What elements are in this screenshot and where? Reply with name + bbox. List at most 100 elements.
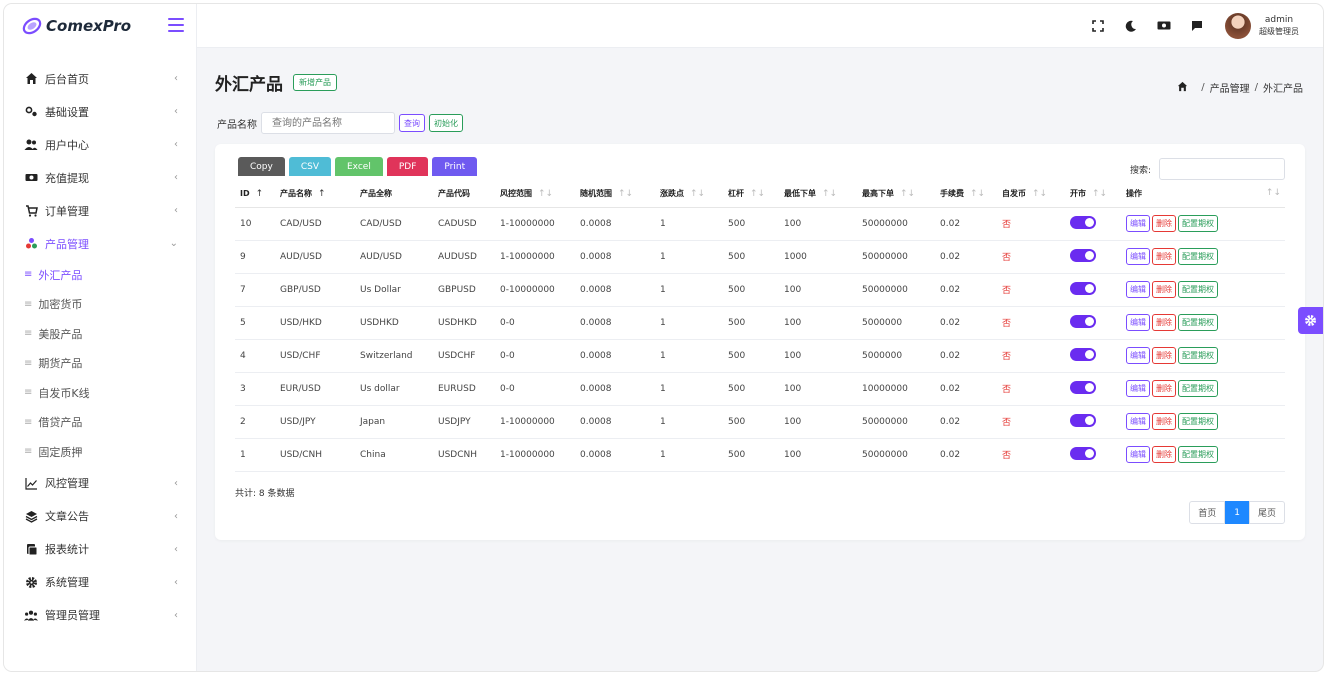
- delete-button[interactable]: 删除: [1152, 281, 1176, 298]
- edit-button[interactable]: 编辑: [1126, 281, 1150, 298]
- export-print-button[interactable]: Print: [432, 157, 478, 176]
- column-header[interactable]: 杠杆 ↑↓: [723, 181, 779, 208]
- edit-button[interactable]: 编辑: [1126, 413, 1150, 430]
- edit-button[interactable]: 编辑: [1126, 314, 1150, 331]
- sidebar-item-users[interactable]: 用户中心 ‹: [4, 128, 196, 161]
- wallet-icon[interactable]: [1150, 16, 1178, 36]
- column-header[interactable]: 最低下单 ↑↓: [779, 181, 857, 208]
- column-header[interactable]: 产品代码: [433, 181, 495, 208]
- delete-button[interactable]: 删除: [1152, 413, 1176, 430]
- market-open-toggle[interactable]: [1070, 248, 1096, 262]
- submenu-item-us-stocks[interactable]: ≡ 美股产品: [4, 319, 196, 349]
- submenu-item-crypto[interactable]: ≡ 加密货币: [4, 290, 196, 320]
- settings-gear-button[interactable]: [1298, 307, 1323, 334]
- edit-button[interactable]: 编辑: [1126, 347, 1150, 364]
- export-copy-button[interactable]: Copy: [238, 157, 285, 176]
- configure-options-button[interactable]: 配置期权: [1178, 347, 1218, 364]
- column-header[interactable]: 风控范围 ↑↓: [495, 181, 575, 208]
- configure-options-button[interactable]: 配置期权: [1178, 413, 1218, 430]
- table-cell: 否: [997, 405, 1065, 439]
- export-csv-button[interactable]: CSV: [288, 157, 331, 176]
- delete-button[interactable]: 删除: [1152, 314, 1176, 331]
- sidebar-item-reports[interactable]: 报表统计 ‹: [4, 533, 196, 566]
- column-header-label: 风控范围: [500, 189, 532, 199]
- market-open-toggle[interactable]: [1070, 347, 1096, 361]
- market-open-toggle[interactable]: [1070, 446, 1096, 460]
- delete-button[interactable]: 删除: [1152, 380, 1176, 397]
- configure-options-button[interactable]: 配置期权: [1178, 380, 1218, 397]
- delete-button[interactable]: 删除: [1152, 215, 1176, 232]
- submenu-item-futures[interactable]: ≡ 期货产品: [4, 349, 196, 379]
- column-header[interactable]: 自发币 ↑↓: [997, 181, 1065, 208]
- sidebar-item-basic-settings[interactable]: 基础设置 ‹: [4, 95, 196, 128]
- submenu-item-label: 美股产品: [38, 327, 83, 341]
- admin-name: admin: [1264, 14, 1294, 25]
- table-search: 搜索:: [1130, 158, 1285, 180]
- sidebar-item-risk-control[interactable]: 风控管理 ‹: [4, 467, 196, 500]
- table-search-input[interactable]: [1159, 158, 1285, 180]
- export-pdf-button[interactable]: PDF: [386, 157, 429, 176]
- column-header[interactable]: 随机范围 ↑↓: [575, 181, 655, 208]
- submenu-item-forex[interactable]: ≡ 外汇产品: [4, 260, 196, 290]
- configure-options-button[interactable]: 配置期权: [1178, 281, 1218, 298]
- reset-button[interactable]: 初始化: [429, 114, 463, 132]
- delete-button[interactable]: 删除: [1152, 347, 1176, 364]
- moon-icon[interactable]: [1117, 16, 1145, 36]
- topbar: admin 超级管理员: [197, 4, 1323, 48]
- list-icon: ≡: [24, 446, 33, 458]
- first-page-button[interactable]: 首页: [1189, 501, 1226, 524]
- sidebar-item-dashboard[interactable]: 后台首页 ‹: [4, 62, 196, 95]
- edit-button[interactable]: 编辑: [1126, 248, 1150, 265]
- avatar[interactable]: [1225, 12, 1251, 39]
- page-1-button[interactable]: 1: [1225, 501, 1249, 524]
- sidebar-item-system[interactable]: 系统管理 ‹: [4, 566, 196, 599]
- query-button[interactable]: 查询: [399, 114, 425, 132]
- breadcrumb-item[interactable]: 产品管理: [1209, 84, 1250, 95]
- delete-button[interactable]: 删除: [1152, 446, 1176, 463]
- list-icon: ≡: [24, 328, 33, 340]
- column-header[interactable]: 涨跌点 ↑↓: [655, 181, 723, 208]
- add-product-button[interactable]: 新增产品: [293, 74, 337, 91]
- fullscreen-icon[interactable]: [1084, 16, 1112, 36]
- admin-info[interactable]: admin 超级管理员: [1259, 14, 1299, 38]
- market-open-toggle[interactable]: [1070, 281, 1096, 295]
- configure-options-button[interactable]: 配置期权: [1178, 215, 1218, 232]
- configure-options-button[interactable]: 配置期权: [1178, 248, 1218, 265]
- submenu-item-lending[interactable]: ≡ 借贷产品: [4, 408, 196, 438]
- sidebar-item-admins[interactable]: 管理员管理 ‹: [4, 599, 196, 632]
- product-name-search-input[interactable]: [261, 112, 395, 134]
- submenu-item-fixed-staking[interactable]: ≡ 固定质押: [4, 437, 196, 467]
- submenu-item-custom-coin-kline[interactable]: ≡ 自发币K线: [4, 378, 196, 408]
- table-cell: USDCNH: [433, 438, 495, 472]
- market-open-toggle[interactable]: [1070, 380, 1096, 394]
- table-cell: [1065, 405, 1121, 439]
- message-icon[interactable]: [1183, 16, 1211, 36]
- configure-options-button[interactable]: 配置期权: [1178, 446, 1218, 463]
- delete-button[interactable]: 删除: [1152, 248, 1176, 265]
- last-page-button[interactable]: 尾页: [1248, 501, 1285, 524]
- market-open-toggle[interactable]: [1070, 314, 1096, 328]
- configure-options-button[interactable]: 配置期权: [1178, 314, 1218, 331]
- edit-button[interactable]: 编辑: [1126, 215, 1150, 232]
- market-open-toggle[interactable]: [1070, 413, 1096, 427]
- column-header[interactable]: 产品全称: [355, 181, 433, 208]
- sidebar-item-articles[interactable]: 文章公告 ‹: [4, 500, 196, 533]
- home-icon[interactable]: [1177, 81, 1188, 95]
- column-header[interactable]: ID ↑: [235, 181, 275, 208]
- column-header[interactable]: 操作 ↑↓: [1121, 181, 1285, 208]
- edit-button[interactable]: 编辑: [1126, 380, 1150, 397]
- column-header[interactable]: 手续费 ↑↓: [935, 181, 997, 208]
- sidebar-item-deposit-withdraw[interactable]: 充值提现 ‹: [4, 161, 196, 194]
- column-header[interactable]: 开市 ↑↓: [1065, 181, 1121, 208]
- table-cell: 1-10000000: [495, 405, 575, 439]
- sidebar-item-orders[interactable]: 订单管理 ‹: [4, 194, 196, 227]
- sidebar-item-products[interactable]: 产品管理 ⌄: [4, 227, 196, 260]
- market-open-toggle[interactable]: [1070, 215, 1096, 229]
- app-name: ComexPro: [46, 17, 132, 35]
- column-header[interactable]: 产品名称 ↑: [275, 181, 355, 208]
- column-header[interactable]: 最高下单 ↑↓: [857, 181, 935, 208]
- export-excel-button[interactable]: Excel: [335, 157, 383, 176]
- menu-toggle-button[interactable]: [168, 18, 184, 32]
- table-cell: 5000000: [857, 306, 935, 340]
- edit-button[interactable]: 编辑: [1126, 446, 1150, 463]
